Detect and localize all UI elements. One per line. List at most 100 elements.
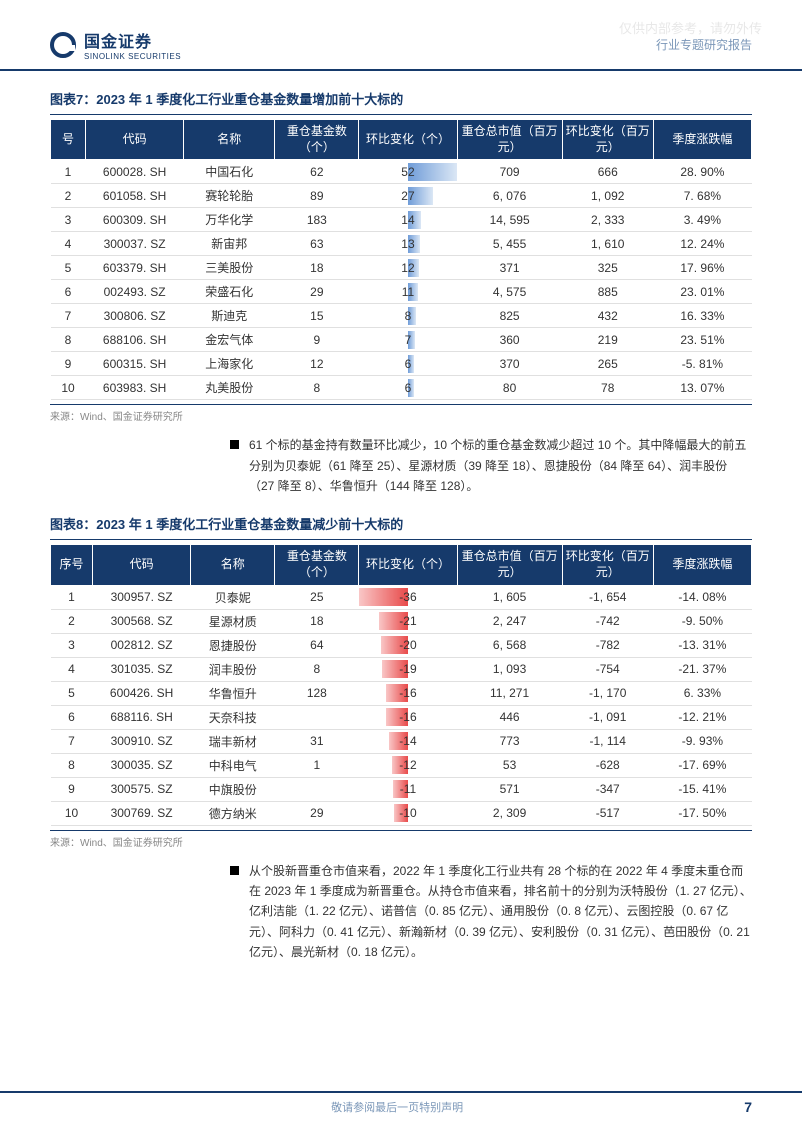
cell: 52 [359, 160, 457, 184]
cell: 1, 093 [457, 657, 562, 681]
cell: 5 [51, 681, 93, 705]
cell: 贝泰妮 [191, 585, 275, 609]
cell: -11 [359, 777, 457, 801]
cell: 德方纳米 [191, 801, 275, 825]
cell: -36 [359, 585, 457, 609]
cell: 12 [275, 352, 359, 376]
cell: -742 [562, 609, 653, 633]
cell: 瑞丰新材 [191, 729, 275, 753]
cell: -14. 08% [653, 585, 751, 609]
cell: 301035. SZ [93, 657, 191, 681]
table-row: 7300806. SZ斯迪克15882543216. 33% [51, 304, 752, 328]
cell: 25 [275, 585, 359, 609]
cell: -21. 37% [653, 657, 751, 681]
cell: 11, 271 [457, 681, 562, 705]
logo-en: SINOLINK SECURITIES [84, 52, 181, 61]
cell: 571 [457, 777, 562, 801]
cell: 8 [275, 376, 359, 400]
cell: 6 [51, 280, 86, 304]
cell: 14, 595 [457, 208, 562, 232]
chart8-title: 图表8：2023 年 1 季度化工行业重仓基金数量减少前十大标的 [50, 506, 752, 540]
col-header: 季度涨跌幅 [653, 120, 751, 160]
cell: 荣盛石化 [184, 280, 275, 304]
cell: -1, 654 [562, 585, 653, 609]
footer-note: 敬请参阅最后一页特别声明 [50, 1099, 744, 1115]
cell: -13. 31% [653, 633, 751, 657]
table-row: 1600028. SH中国石化625270966628. 90% [51, 160, 752, 184]
cell: 603379. SH [86, 256, 184, 280]
cell: 3 [51, 208, 86, 232]
cell: 恩捷股份 [191, 633, 275, 657]
cell: 300769. SZ [93, 801, 191, 825]
table-row: 6688116. SH天奈科技-16446-1, 091-12. 21% [51, 705, 752, 729]
table-row: 10603983. SH丸美股份86807813. 07% [51, 376, 752, 400]
cell: -17. 69% [653, 753, 751, 777]
bullet-2-text: 从个股新晋重仓市值来看，2022 年 1 季度化工行业共有 28 个标的在 20… [249, 861, 752, 963]
cell: 12 [359, 256, 457, 280]
cell: 中国石化 [184, 160, 275, 184]
col-header: 环比变化（百万元） [562, 545, 653, 585]
cell: 润丰股份 [191, 657, 275, 681]
cell: 62 [275, 160, 359, 184]
cell: 265 [562, 352, 653, 376]
cell: -10 [359, 801, 457, 825]
cell: 星源材质 [191, 609, 275, 633]
cell: 600309. SH [86, 208, 184, 232]
cell: 18 [275, 609, 359, 633]
cell: 3. 49% [653, 208, 751, 232]
cell: -5. 81% [653, 352, 751, 376]
cell: 6. 33% [653, 681, 751, 705]
cell: 600315. SH [86, 352, 184, 376]
cell: 300575. SZ [93, 777, 191, 801]
col-header: 重仓基金数（个） [275, 545, 359, 585]
cell: 773 [457, 729, 562, 753]
bullet-1: 61 个标的基金持有数量环比减少，10 个标的重仓基金数减少超过 10 个。其中… [50, 433, 752, 506]
cell: 9 [275, 328, 359, 352]
cell: -754 [562, 657, 653, 681]
cell: 7. 68% [653, 184, 751, 208]
cell: -20 [359, 633, 457, 657]
cell: 28. 90% [653, 160, 751, 184]
cell: 64 [275, 633, 359, 657]
cell: 2, 309 [457, 801, 562, 825]
cell: -16 [359, 681, 457, 705]
bullet-2: 从个股新晋重仓市值来看，2022 年 1 季度化工行业共有 28 个标的在 20… [50, 859, 752, 973]
cell: 29 [275, 280, 359, 304]
cell: 300957. SZ [93, 585, 191, 609]
cell: 219 [562, 328, 653, 352]
table-row: 8300035. SZ中科电气1-1253-628-17. 69% [51, 753, 752, 777]
cell: 赛轮轮胎 [184, 184, 275, 208]
table-row: 9600315. SH上海家化126370265-5. 81% [51, 352, 752, 376]
cell: -21 [359, 609, 457, 633]
cell: 80 [457, 376, 562, 400]
col-header: 代码 [93, 545, 191, 585]
cell: -9. 50% [653, 609, 751, 633]
cell: 1 [275, 753, 359, 777]
col-header: 重仓总市值（百万元） [457, 120, 562, 160]
cell: 12. 24% [653, 232, 751, 256]
cell: 446 [457, 705, 562, 729]
cell: 8 [359, 304, 457, 328]
cell: -16 [359, 705, 457, 729]
cell: 金宏气体 [184, 328, 275, 352]
cell: 432 [562, 304, 653, 328]
cell: -628 [562, 753, 653, 777]
chart7-table: 号代码名称重仓基金数（个）环比变化（个）重仓总市值（百万元）环比变化（百万元）季… [50, 119, 752, 400]
cell: 3 [51, 633, 93, 657]
cell: 2 [51, 184, 86, 208]
page-footer: 敬请参阅最后一页特别声明 7 [0, 1091, 802, 1115]
bullet-1-text: 61 个标的基金持有数量环比减少，10 个标的重仓基金数减少超过 10 个。其中… [249, 435, 752, 496]
logo-icon [50, 32, 76, 58]
cell: 128 [275, 681, 359, 705]
cell: 688106. SH [86, 328, 184, 352]
cell [275, 777, 359, 801]
cell: 斯迪克 [184, 304, 275, 328]
cell: 4 [51, 657, 93, 681]
table-row: 2300568. SZ星源材质18-212, 247-742-9. 50% [51, 609, 752, 633]
cell: 6, 076 [457, 184, 562, 208]
col-header: 重仓基金数（个） [275, 120, 359, 160]
cell: 4, 575 [457, 280, 562, 304]
cell: 7 [51, 304, 86, 328]
cell: 2, 333 [562, 208, 653, 232]
cell: 600426. SH [93, 681, 191, 705]
